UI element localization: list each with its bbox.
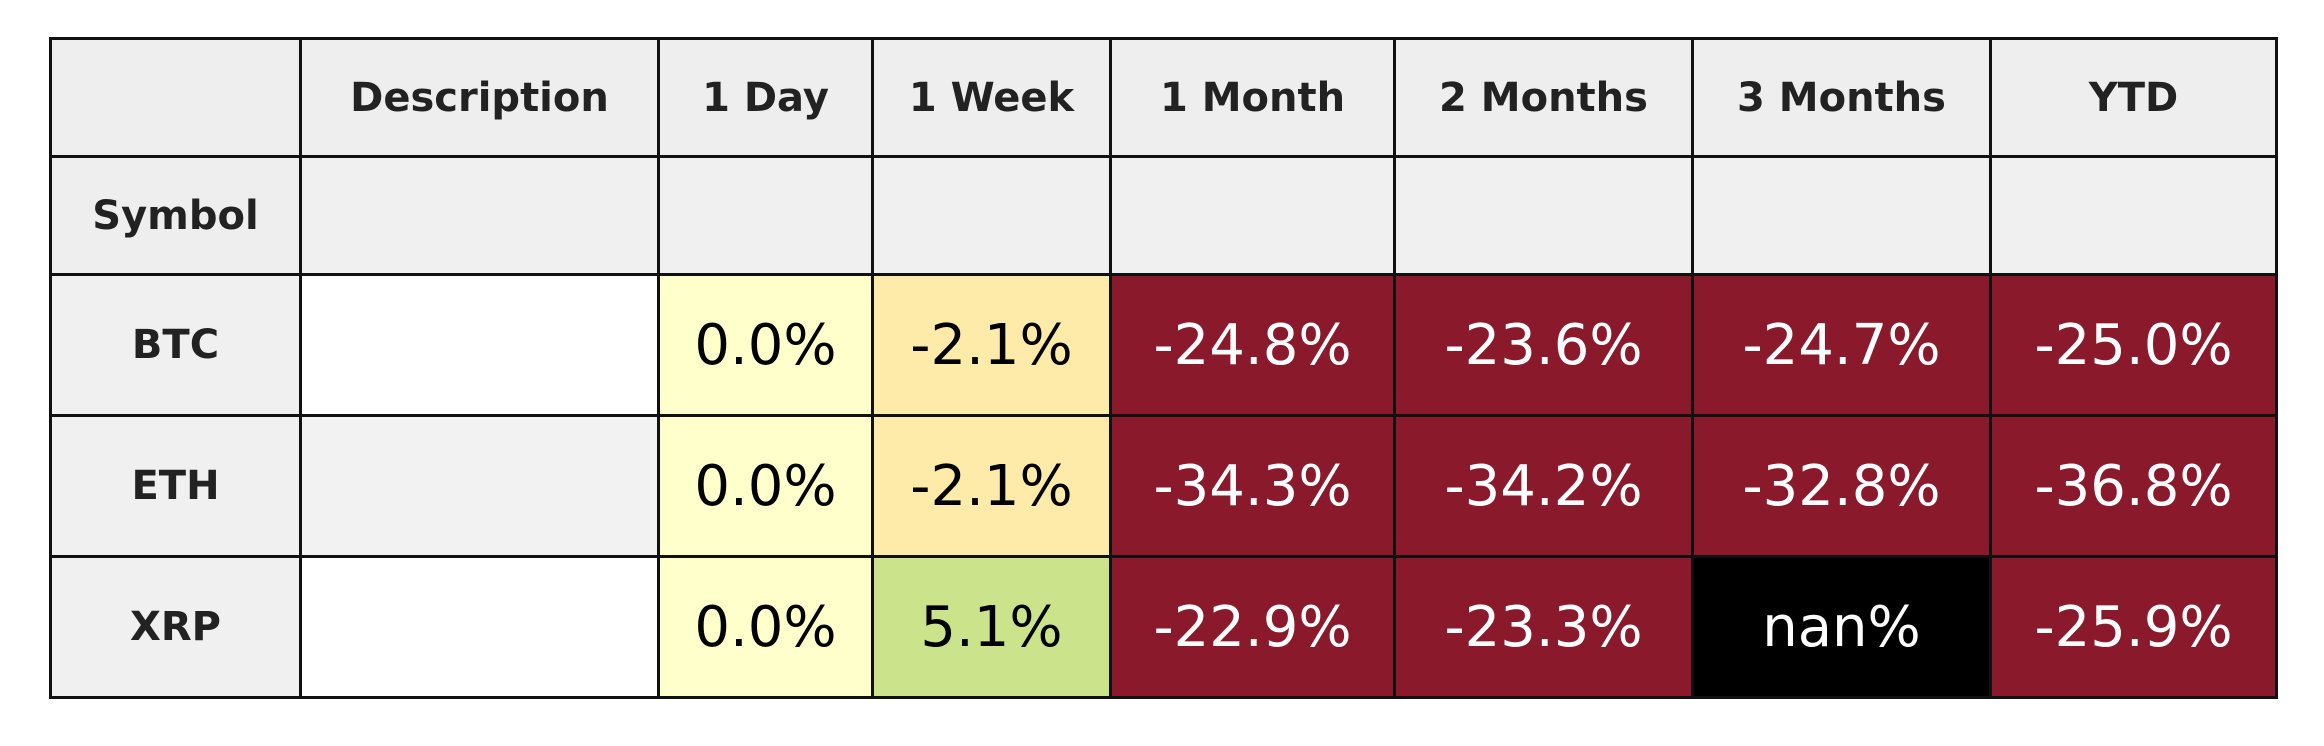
column-header: 2 Months (1393, 37, 1694, 158)
column-header: YTD (1989, 37, 2278, 158)
column-header: 1 Day (657, 37, 874, 158)
empty-header (1393, 155, 1694, 276)
value-cell: -2.1% (871, 273, 1112, 417)
value-cell: 0.0% (657, 273, 874, 417)
value-cell: nan% (1691, 555, 1992, 699)
empty-header (1989, 155, 2278, 276)
corner-cell (49, 37, 302, 158)
value-cell: -34.2% (1393, 414, 1694, 558)
value-cell: 5.1% (871, 555, 1112, 699)
column-header: Description (299, 37, 660, 158)
index-row: Symbol (49, 155, 2278, 276)
returns-table: Description 1 Day 1 Week 1 Month 2 Months 3 M… (49, 37, 2278, 699)
column-header: 3 Months (1691, 37, 1992, 158)
description-cell (299, 414, 660, 558)
empty-header (299, 155, 660, 276)
data-row: BTC 0.0% -2.1% -24.8% -23.6% -24.7% -25.0% (49, 273, 2278, 417)
column-header: 1 Month (1109, 37, 1396, 158)
index-name: Symbol (49, 155, 302, 276)
value-cell: -23.6% (1393, 273, 1694, 417)
column-header: 1 Week (871, 37, 1112, 158)
empty-header (1691, 155, 1992, 276)
value-cell: -24.7% (1691, 273, 1992, 417)
value-cell: -36.8% (1989, 414, 2278, 558)
value-cell: -25.0% (1989, 273, 2278, 417)
row-symbol: ETH (49, 414, 302, 558)
empty-header (871, 155, 1112, 276)
empty-header (657, 155, 874, 276)
value-cell: -34.3% (1109, 414, 1396, 558)
description-cell (299, 273, 660, 417)
value-cell: -2.1% (871, 414, 1112, 558)
data-row: XRP 0.0% 5.1% -22.9% -23.3% nan% -25.9% (49, 555, 2278, 699)
header-row: Description 1 Day 1 Week 1 Month 2 Months 3 M… (49, 37, 2278, 158)
description-cell (299, 555, 660, 699)
value-cell: -32.8% (1691, 414, 1992, 558)
value-cell: -24.8% (1109, 273, 1396, 417)
data-row: ETH 0.0% -2.1% -34.3% -34.2% -32.8% -36.8% (49, 414, 2278, 558)
empty-header (1109, 155, 1396, 276)
value-cell: -23.3% (1393, 555, 1694, 699)
value-cell: -22.9% (1109, 555, 1396, 699)
row-symbol: BTC (49, 273, 302, 417)
row-symbol: XRP (49, 555, 302, 699)
value-cell: 0.0% (657, 414, 874, 558)
value-cell: -25.9% (1989, 555, 2278, 699)
value-cell: 0.0% (657, 555, 874, 699)
